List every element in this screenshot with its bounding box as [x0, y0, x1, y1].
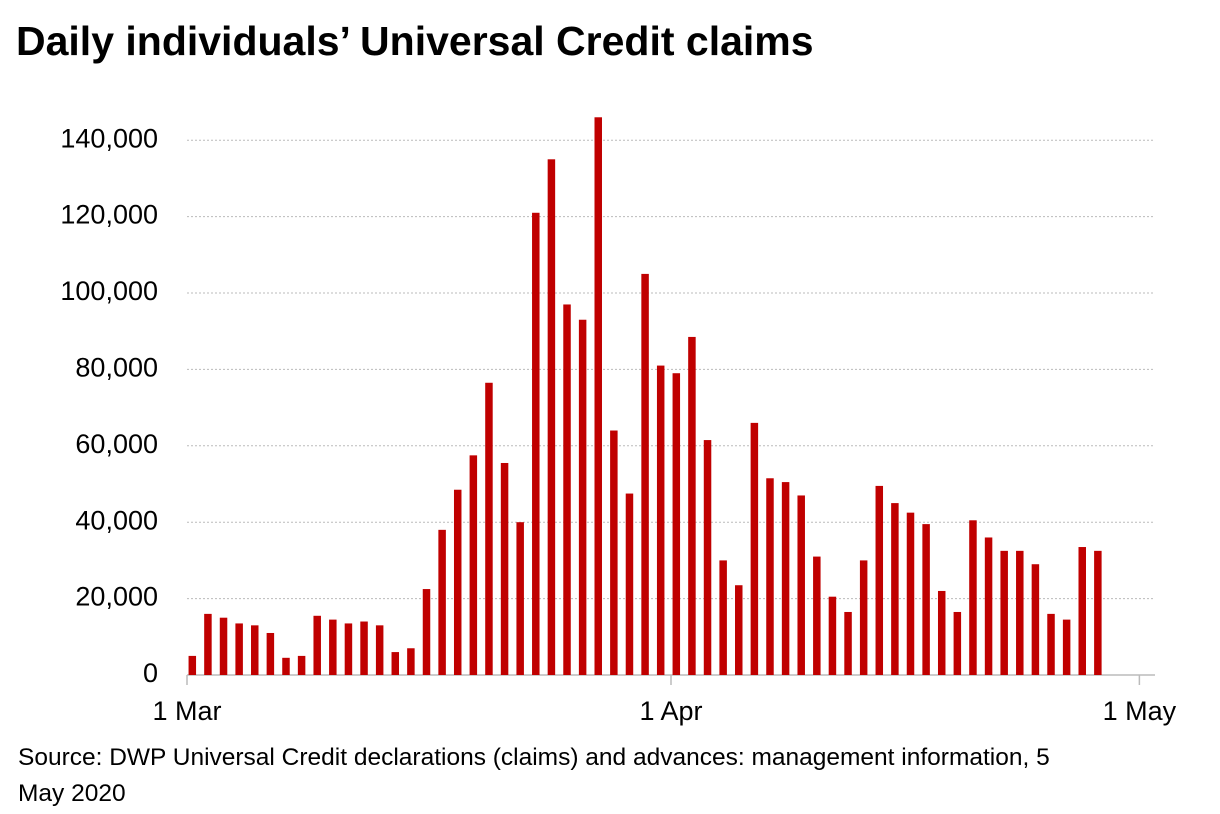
bar	[219, 617, 228, 675]
bar	[828, 596, 837, 675]
bar	[391, 652, 400, 675]
bar	[1094, 550, 1102, 675]
bar	[625, 493, 634, 675]
y-tick-label: 0	[143, 658, 158, 688]
bar	[953, 611, 962, 675]
bar	[813, 556, 821, 675]
y-tick-label: 20,000	[75, 582, 158, 612]
x-tick-label: 1 Mar	[152, 696, 221, 726]
y-tick-label: 140,000	[60, 123, 158, 153]
bar	[610, 430, 618, 675]
bar	[656, 365, 665, 675]
bar	[719, 560, 727, 675]
y-tick-label: 100,000	[60, 276, 158, 306]
y-tick-label: 40,000	[75, 505, 158, 535]
bar	[547, 159, 556, 676]
bar	[422, 589, 431, 675]
bar	[516, 522, 524, 675]
bar	[1078, 547, 1086, 675]
bar	[407, 648, 415, 675]
bar	[1016, 550, 1024, 675]
bar	[594, 117, 602, 675]
bar	[688, 336, 696, 675]
bar	[937, 590, 946, 675]
bar	[329, 619, 337, 675]
x-tick-label: 1 May	[1103, 696, 1177, 726]
bar	[204, 613, 212, 675]
bar	[251, 625, 259, 675]
bar	[313, 615, 321, 675]
bar	[1047, 613, 1055, 675]
bar	[1062, 619, 1071, 675]
bar	[735, 585, 743, 675]
bar	[438, 529, 446, 675]
bar	[235, 623, 243, 675]
bar	[485, 382, 493, 675]
bar	[282, 657, 290, 675]
bar	[360, 621, 368, 675]
bar	[641, 273, 649, 675]
bar	[984, 537, 993, 675]
bar	[844, 611, 852, 675]
bar	[266, 632, 275, 675]
bar	[969, 520, 977, 675]
bar	[797, 495, 805, 675]
bar	[500, 462, 509, 675]
chart-title: Daily individuals’ Universal Credit clai…	[16, 18, 814, 64]
bar	[469, 455, 478, 675]
bar	[1000, 550, 1008, 675]
bar	[766, 478, 774, 675]
bar	[578, 319, 587, 675]
bar	[781, 482, 790, 675]
bar	[375, 625, 384, 675]
bar	[344, 623, 353, 675]
bar	[891, 503, 899, 675]
bar	[922, 524, 930, 675]
x-tick-label: 1 Apr	[639, 696, 702, 726]
bar	[875, 485, 884, 675]
source-note: Source: DWP Universal Credit declaration…	[18, 744, 1050, 807]
bar	[906, 512, 915, 675]
bar	[750, 422, 759, 675]
bar	[188, 655, 197, 675]
bar	[453, 489, 462, 675]
bar	[297, 655, 306, 675]
bar	[672, 373, 681, 675]
y-tick-label: 120,000	[60, 200, 158, 230]
bar	[859, 560, 868, 675]
y-tick-label: 60,000	[75, 429, 158, 459]
bar	[563, 304, 571, 675]
y-tick-label: 80,000	[75, 353, 158, 383]
bar	[1031, 564, 1040, 675]
bar	[532, 212, 540, 675]
bar	[703, 440, 712, 675]
